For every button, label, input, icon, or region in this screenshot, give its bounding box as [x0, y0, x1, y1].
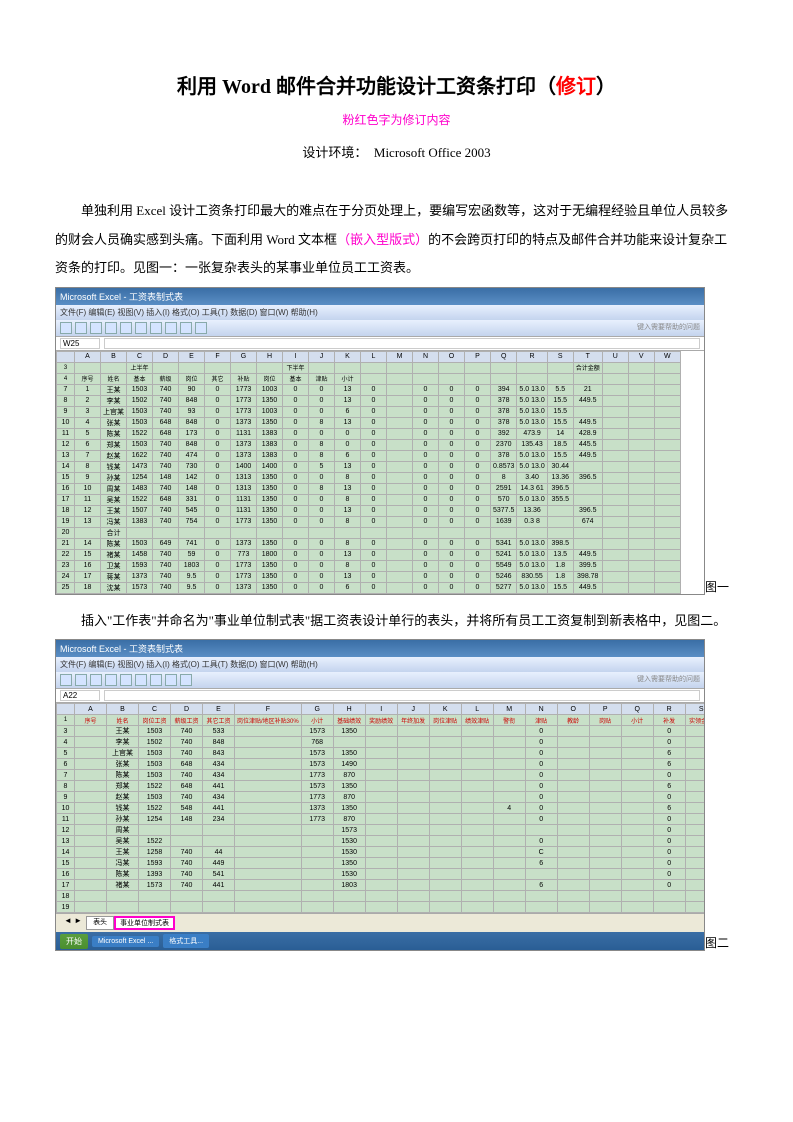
toolbar-button[interactable] — [180, 322, 192, 334]
toolbar-button[interactable] — [90, 674, 102, 686]
paragraph-2: 插入"工作表"并命名为"事业单位制式表"据工资表设计单行的表头，并将所有员工工资… — [55, 607, 738, 636]
toolbar-button[interactable] — [75, 674, 87, 686]
start-button[interactable]: 开始 — [60, 934, 88, 949]
formula-bar: A22 — [56, 689, 704, 703]
figure-2-label: 图二 — [705, 936, 729, 950]
cell-reference[interactable]: W25 — [60, 338, 100, 349]
cell-reference[interactable]: A22 — [60, 690, 100, 701]
toolbar-button[interactable] — [60, 674, 72, 686]
subtitle: 粉红色字为修订内容 — [55, 111, 738, 128]
excel-grid-2: ABCDEFGHIJKLMNOPQRS1序号姓名岗位工资薪级工资其它工资岗位津贴… — [56, 703, 704, 913]
toolbar-button[interactable] — [90, 322, 102, 334]
excel-screenshot-2: Microsoft Excel - 工资表制式表 文件(F) 编辑(E) 视图(… — [55, 639, 705, 951]
toolbar-button[interactable] — [165, 674, 177, 686]
toolbar-button[interactable] — [75, 322, 87, 334]
formula-bar: W25 — [56, 337, 704, 351]
env-value: Microsoft Office 2003 — [374, 145, 491, 160]
toolbar-button[interactable] — [195, 322, 207, 334]
toolbar-button[interactable] — [105, 674, 117, 686]
excel-toolbar: 键入需要帮助的问题 — [56, 320, 704, 337]
help-hint: 键入需要帮助的问题 — [637, 674, 700, 686]
toolbar-button[interactable] — [150, 674, 162, 686]
title-end: ） — [596, 76, 616, 98]
toolbar-button[interactable] — [60, 322, 72, 334]
toolbar-button[interactable] — [180, 674, 192, 686]
toolbar-button[interactable] — [165, 322, 177, 334]
taskbar-item[interactable]: 格式工具... — [163, 934, 209, 948]
toolbar-button[interactable] — [120, 322, 132, 334]
toolbar-button[interactable] — [135, 674, 147, 686]
toolbar-button[interactable] — [150, 322, 162, 334]
taskbar-item[interactable]: Microsoft Excel ... — [92, 936, 159, 947]
excel-menubar: 文件(F) 编辑(E) 视图(V) 插入(I) 格式(O) 工具(T) 数据(D… — [56, 305, 704, 320]
toolbar-button[interactable] — [105, 322, 117, 334]
title-revision: 修订 — [556, 76, 596, 98]
sheet-tab-highlighted[interactable]: 事业单位制式表 — [114, 916, 175, 930]
excel-titlebar: Microsoft Excel - 工资表制式表 — [56, 640, 704, 657]
windows-taskbar: 开始 Microsoft Excel ... 格式工具... — [56, 932, 704, 950]
sheet-tab[interactable]: 表头 — [86, 916, 114, 930]
toolbar-button[interactable] — [135, 322, 147, 334]
figure-2-wrap: Microsoft Excel - 工资表制式表 文件(F) 编辑(E) 视图(… — [55, 639, 738, 951]
page-title: 利用 Word 邮件合并功能设计工资条打印（修订） — [55, 70, 738, 99]
environment-line: 设计环境： Microsoft Office 2003 — [55, 142, 738, 161]
excel-screenshot-1: Microsoft Excel - 工资表制式表 文件(F) 编辑(E) 视图(… — [55, 287, 705, 595]
paragraph-1: 单独利用 Excel 设计工资条打印最大的难点在于分页处理上，要编写宏函数等，这… — [55, 197, 738, 283]
help-hint: 键入需要帮助的问题 — [637, 322, 700, 334]
excel-grid-1: ABCDEFGHIJKLMNOPQRSTUVW3上半年下半年合计金额4序号姓名基… — [56, 351, 704, 594]
figure-1-label: 图一 — [705, 580, 729, 594]
para1-pink: （嵌入型版式） — [337, 232, 428, 247]
excel-toolbar: 键入需要帮助的问题 — [56, 672, 704, 689]
toolbar-button[interactable] — [120, 674, 132, 686]
excel-titlebar: Microsoft Excel - 工资表制式表 — [56, 288, 704, 305]
sheet-tabs: ◄ ► 表头 事业单位制式表 — [56, 913, 704, 932]
title-main: 利用 Word 邮件合并功能设计工资条打印（ — [177, 76, 556, 98]
figure-1-wrap: Microsoft Excel - 工资表制式表 文件(F) 编辑(E) 视图(… — [55, 287, 738, 595]
excel-menubar: 文件(F) 编辑(E) 视图(V) 插入(I) 格式(O) 工具(T) 数据(D… — [56, 657, 704, 672]
env-label: 设计环境： — [302, 145, 367, 160]
